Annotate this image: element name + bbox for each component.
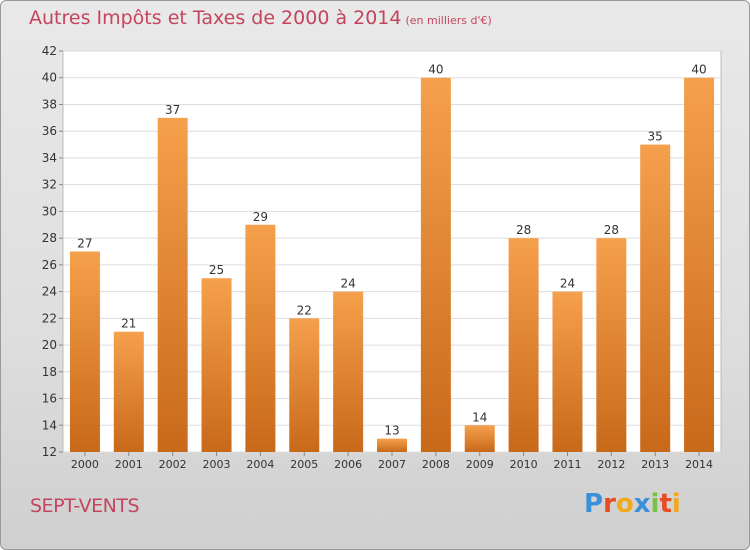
x-tick-label-2012: 2012 (597, 458, 625, 471)
y-tick-label: 30 (42, 204, 57, 218)
data-label-2010: 28 (516, 223, 531, 237)
x-tick-label-2014: 2014 (685, 458, 713, 471)
data-label-2007: 13 (384, 424, 399, 438)
data-label-2011: 24 (560, 277, 575, 291)
logo-letter: x (633, 489, 651, 519)
y-tick-label: 34 (42, 151, 57, 165)
x-tick-label-2006: 2006 (334, 458, 362, 471)
logo-letter: t (659, 489, 672, 519)
bar-2002[interactable] (157, 117, 188, 452)
logo-letter: r (603, 489, 616, 519)
bar-2007[interactable] (377, 438, 407, 452)
x-axis: 2000 2001 2002 2003 2004 2005 2006 2007 2008 2009… (71, 452, 713, 471)
data-label-2006: 24 (340, 277, 355, 291)
chart-subtitle: (en milliers d'€) (405, 14, 492, 27)
data-label-2003: 25 (209, 263, 224, 277)
x-tick-label-2002: 2002 (159, 458, 187, 471)
y-tick-label: 16 (42, 392, 57, 406)
y-tick-label: 42 (42, 44, 57, 58)
y-tick-label: 12 (42, 445, 57, 459)
bars: 27 21 37 25 29 22 24 13 40 14 28 24 28 35 40 (69, 63, 715, 453)
data-label-2013: 35 (648, 130, 663, 144)
y-tick-label: 24 (42, 285, 57, 299)
data-label-2000: 27 (77, 237, 92, 251)
bar-2006[interactable] (333, 291, 364, 452)
chart-title: Autres Impôts et Taxes de 2000 à 2014 (en… (29, 7, 492, 29)
y-tick-label: 26 (42, 258, 57, 272)
logo-letter: o (615, 489, 634, 519)
y-tick-label: 40 (42, 71, 57, 85)
x-tick-label-2013: 2013 (641, 458, 669, 471)
y-tick-label: 38 (42, 97, 57, 111)
data-label-2009: 14 (472, 410, 487, 424)
chart-title-text: Autres Impôts et Taxes de 2000 à 2014 (29, 7, 402, 29)
bar-2004[interactable] (245, 224, 276, 452)
y-tick-label: 20 (42, 338, 57, 352)
data-label-2008: 40 (428, 63, 443, 77)
y-axis: 12 14 16 18 20 22 24 26 28 30 32 34 36 38 40 42 (42, 44, 63, 459)
bar-2003[interactable] (201, 278, 232, 452)
commune-name: SEPT-VENTS (30, 495, 140, 517)
x-tick-label-2005: 2005 (290, 458, 318, 471)
y-tick-label: 22 (42, 311, 57, 325)
x-tick-label-2008: 2008 (422, 458, 450, 471)
y-tick-label: 28 (42, 231, 57, 245)
data-label-2005: 22 (297, 303, 312, 317)
x-tick-label-2009: 2009 (466, 458, 494, 471)
bar-2005[interactable] (289, 318, 320, 452)
x-tick-label-2007: 2007 (378, 458, 406, 471)
logo-letter: i (650, 489, 660, 519)
x-tick-label-2004: 2004 (246, 458, 274, 471)
y-tick-label: 32 (42, 178, 57, 192)
y-tick-label: 18 (42, 365, 57, 379)
logo-letter: i (671, 489, 681, 519)
logo-letter: P (584, 489, 604, 519)
data-label-2001: 21 (121, 317, 136, 331)
x-tick-label-2003: 2003 (203, 458, 231, 471)
bar-2000[interactable] (69, 251, 100, 453)
bar-2012[interactable] (596, 238, 627, 452)
x-tick-label-2011: 2011 (553, 458, 581, 471)
bar-2009[interactable] (464, 425, 495, 452)
y-tick-label: 36 (42, 124, 57, 138)
bar-2014[interactable] (684, 77, 715, 452)
x-tick-label-2010: 2010 (510, 458, 538, 471)
x-tick-label-2001: 2001 (115, 458, 143, 471)
proxiti-logo[interactable]: Proxiti (584, 489, 681, 519)
bar-2008[interactable] (420, 77, 451, 452)
data-label-2012: 28 (604, 223, 619, 237)
bar-2010[interactable] (508, 238, 539, 452)
y-tick-label: 14 (42, 418, 57, 432)
data-label-2004: 29 (253, 210, 268, 224)
bar-2001[interactable] (113, 331, 144, 452)
data-label-2014: 40 (691, 63, 706, 77)
data-label-2002: 37 (165, 103, 180, 117)
x-tick-label-2000: 2000 (71, 458, 99, 471)
bar-2011[interactable] (552, 291, 583, 452)
bar-2013[interactable] (640, 144, 671, 453)
